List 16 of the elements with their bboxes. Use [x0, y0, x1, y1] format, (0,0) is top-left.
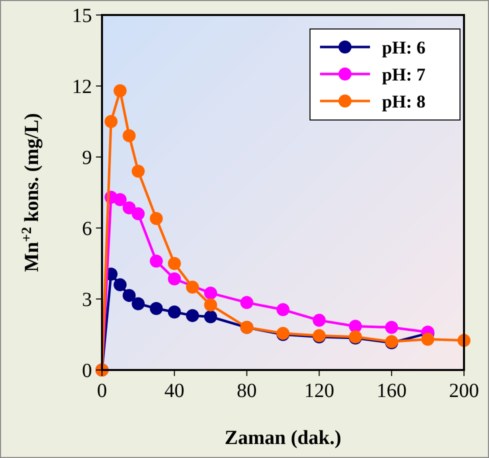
legend-label: pH: 6: [382, 37, 426, 58]
x-tick-label: 80: [236, 380, 257, 402]
x-axis-title: Zaman (dak.): [224, 427, 342, 449]
y-tick-label: 12: [72, 76, 92, 98]
y-tick-label: 9: [82, 147, 92, 169]
x-tick-label: 40: [164, 380, 184, 402]
legend-label: pH: 8: [382, 91, 426, 112]
y-tick-label: 0: [82, 360, 92, 382]
x-tick-label: 120: [304, 380, 334, 402]
x-tick-label: 160: [376, 380, 407, 402]
y-tick-label: 15: [72, 5, 92, 27]
y-tick-label: 3: [82, 289, 92, 311]
y-tick-label: 6: [82, 218, 92, 240]
x-tick-label: 200: [449, 380, 479, 402]
legend-label: pH: 7: [382, 64, 426, 84]
x-tick-label: 0: [97, 380, 107, 402]
